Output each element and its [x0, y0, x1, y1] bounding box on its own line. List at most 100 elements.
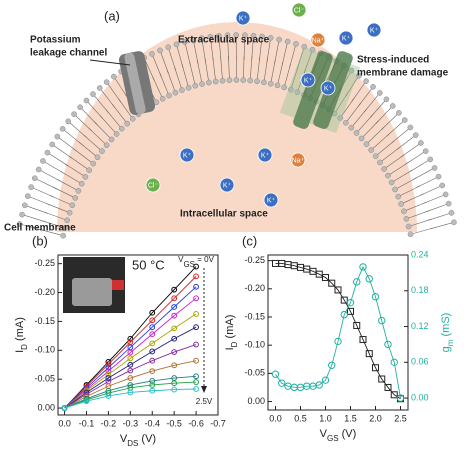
marker	[149, 382, 156, 388]
panel-label: (b)	[32, 233, 48, 248]
lipid-head	[250, 32, 257, 39]
ion-label: K⁺	[342, 35, 351, 42]
lipid-head	[395, 193, 402, 200]
lipid-tail	[73, 148, 94, 164]
marker	[171, 295, 178, 302]
lipid-head	[31, 175, 38, 182]
lipid-tail	[357, 86, 374, 107]
marker	[149, 340, 156, 347]
marker	[328, 279, 336, 287]
lipid-head	[403, 216, 410, 222]
marker	[149, 331, 156, 338]
marker	[171, 335, 178, 342]
lipid-tail	[416, 176, 439, 188]
lipid-head	[445, 200, 452, 207]
lipid-head	[435, 173, 442, 180]
lipid-tail	[394, 177, 417, 190]
lipid-head	[343, 119, 349, 126]
lipid-head	[398, 201, 404, 207]
lipid-head	[166, 92, 172, 99]
lipid-tail	[52, 144, 73, 159]
axis-label-sub: m	[446, 339, 455, 346]
marker	[321, 376, 330, 384]
lipid-tail	[176, 44, 184, 69]
x-tick-label: -0.4	[144, 418, 160, 428]
lipid-head	[294, 89, 301, 95]
lipid-head	[377, 159, 383, 166]
x-tick-label: 2.0	[369, 413, 382, 423]
ion	[219, 177, 235, 193]
lipid-tail	[391, 127, 411, 144]
lipid-tail	[396, 134, 416, 151]
ion-label: K⁺	[223, 182, 232, 189]
y-tick-label: -0.05	[244, 368, 265, 378]
x-tick-label: -0.3	[123, 418, 139, 428]
lipid-tail	[21, 214, 46, 223]
lipid-head	[199, 35, 205, 41]
lipid-head	[418, 140, 424, 146]
lipid-head	[274, 82, 281, 89]
lipid-head	[90, 160, 97, 167]
lipid-tail	[283, 63, 291, 88]
x-tick-label: -0.5	[166, 418, 182, 428]
series-line	[275, 265, 401, 399]
ion	[179, 147, 195, 163]
lipid-tail	[88, 128, 107, 146]
lipid-tail	[345, 103, 361, 123]
lipid-head	[284, 38, 291, 45]
lipid-tail	[403, 201, 427, 212]
y-tick-label: -0.15	[244, 311, 265, 321]
lipid-tail	[303, 49, 313, 73]
marker	[149, 324, 156, 331]
lipid-tail	[398, 185, 421, 197]
x-tick-label: 2.5	[394, 413, 407, 423]
series-line	[275, 263, 401, 400]
lipid-tail	[184, 41, 191, 66]
lipid-head	[224, 32, 231, 39]
damage-label: membrane damage	[357, 68, 449, 79]
y-tick-label: -0.20	[34, 287, 55, 297]
lipid-head	[407, 231, 414, 238]
lipid-tail	[34, 177, 57, 190]
marker	[328, 361, 336, 369]
ion-label: K⁺	[324, 85, 333, 92]
lipid-head	[301, 43, 308, 50]
lipid-head	[65, 118, 72, 125]
lipid-head	[19, 211, 25, 218]
axis-label-part: V	[320, 428, 328, 440]
lipid-head	[448, 210, 455, 216]
lipid-head	[185, 84, 192, 91]
marker	[171, 362, 178, 369]
leakage-channel	[118, 51, 156, 115]
ion	[290, 152, 306, 168]
lipid-tail	[249, 56, 253, 81]
marker	[171, 312, 178, 319]
marker	[127, 349, 134, 356]
marker	[346, 298, 355, 307]
marker	[340, 296, 348, 304]
lipid-head	[377, 90, 383, 96]
ion	[291, 2, 307, 18]
x-tick-label: 0.0	[58, 418, 71, 428]
y-tick-label: 0.00	[247, 396, 265, 406]
inset-probe	[112, 280, 124, 290]
marker	[171, 286, 178, 293]
axis-label-part: (V)	[138, 433, 156, 445]
axis-label-part: I	[224, 347, 236, 350]
axis-label-part: (V)	[339, 428, 357, 440]
lipid-tail	[361, 120, 379, 139]
lipid-tail	[400, 142, 422, 158]
lipid-tail	[387, 162, 409, 176]
y-tick-label: -0.25	[34, 258, 55, 268]
lipid-head	[267, 35, 274, 41]
lipid-tail	[379, 147, 400, 163]
lipid-tail	[99, 115, 117, 135]
marker	[365, 350, 373, 358]
lipid-tail	[227, 35, 229, 60]
y2-tick-label: 0.24	[411, 249, 429, 259]
marker	[271, 370, 280, 378]
marker	[347, 307, 354, 315]
marker	[193, 311, 199, 317]
lipid-head	[388, 179, 395, 186]
lipid-head	[422, 148, 429, 154]
